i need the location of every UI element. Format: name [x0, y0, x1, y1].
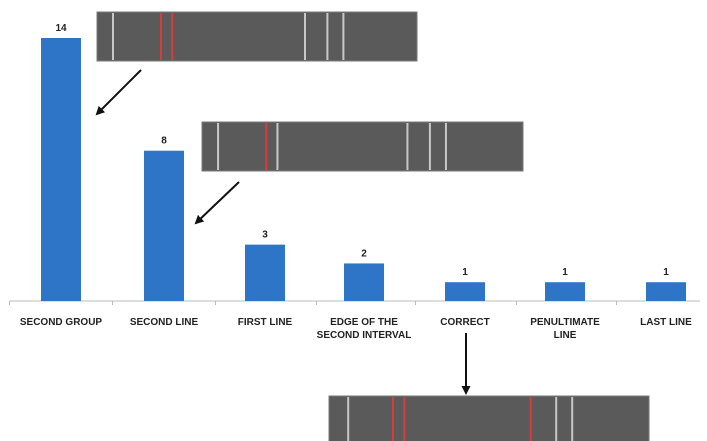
strip-background: [328, 395, 650, 441]
second-line-strip: [201, 121, 524, 172]
category-label: CORRECT: [440, 317, 489, 328]
x-axis: [9, 300, 700, 305]
data-label: 14: [55, 23, 67, 34]
data-labels-group: 14 8 3 2 1 1 1: [55, 23, 669, 278]
bar: [245, 244, 285, 301]
pointer-arrow: [95, 69, 142, 116]
bar: [545, 282, 585, 301]
bar: [445, 282, 485, 301]
bar: [144, 150, 184, 301]
category-label: SECOND GROUP: [20, 317, 103, 328]
bar: [646, 282, 686, 301]
data-label: 3: [262, 230, 268, 241]
data-label: 2: [361, 248, 367, 259]
data-label: 1: [462, 267, 468, 278]
category-label: FIRST LINE: [238, 317, 293, 328]
arrows-group: [95, 69, 471, 395]
bar: [344, 263, 384, 301]
category-labels-group: SECOND GROUP SECOND LINE FIRST LINE EDGE OF…: [20, 317, 692, 341]
bar: [41, 38, 81, 301]
category-label: LAST LINE: [640, 317, 692, 328]
strip-background: [96, 11, 418, 62]
pointer-arrow: [194, 181, 240, 225]
correct-strip: [328, 395, 650, 441]
strip-background: [201, 121, 524, 172]
data-label: 8: [161, 136, 167, 147]
bars-group: [41, 38, 686, 301]
category-label: SECOND LINE: [130, 317, 199, 328]
category-label: EDGE OF THE SECOND INTERVAL: [317, 317, 412, 341]
category-label: PENULTIMATE LINE: [530, 317, 600, 341]
data-label: 1: [562, 267, 568, 278]
inset-strips-group: [96, 11, 650, 441]
data-label: 1: [663, 267, 669, 278]
second-group-strip: [96, 11, 418, 62]
